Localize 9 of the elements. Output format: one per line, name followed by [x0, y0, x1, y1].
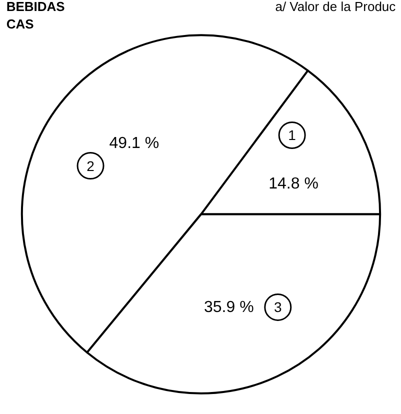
slice-label: 2 [86, 158, 95, 174]
text: a/ Valor de la Produc [275, 0, 396, 14]
data-label: 49.1 % [109, 135, 160, 152]
text: BEBIDAS [6, 0, 66, 14]
data-label: 14.8 % [268, 176, 318, 193]
slice-label: 3 [274, 299, 282, 316]
data-label: 35.9 % [204, 298, 254, 316]
slice-label: 1 [288, 127, 296, 144]
text: CAS [6, 16, 34, 32]
